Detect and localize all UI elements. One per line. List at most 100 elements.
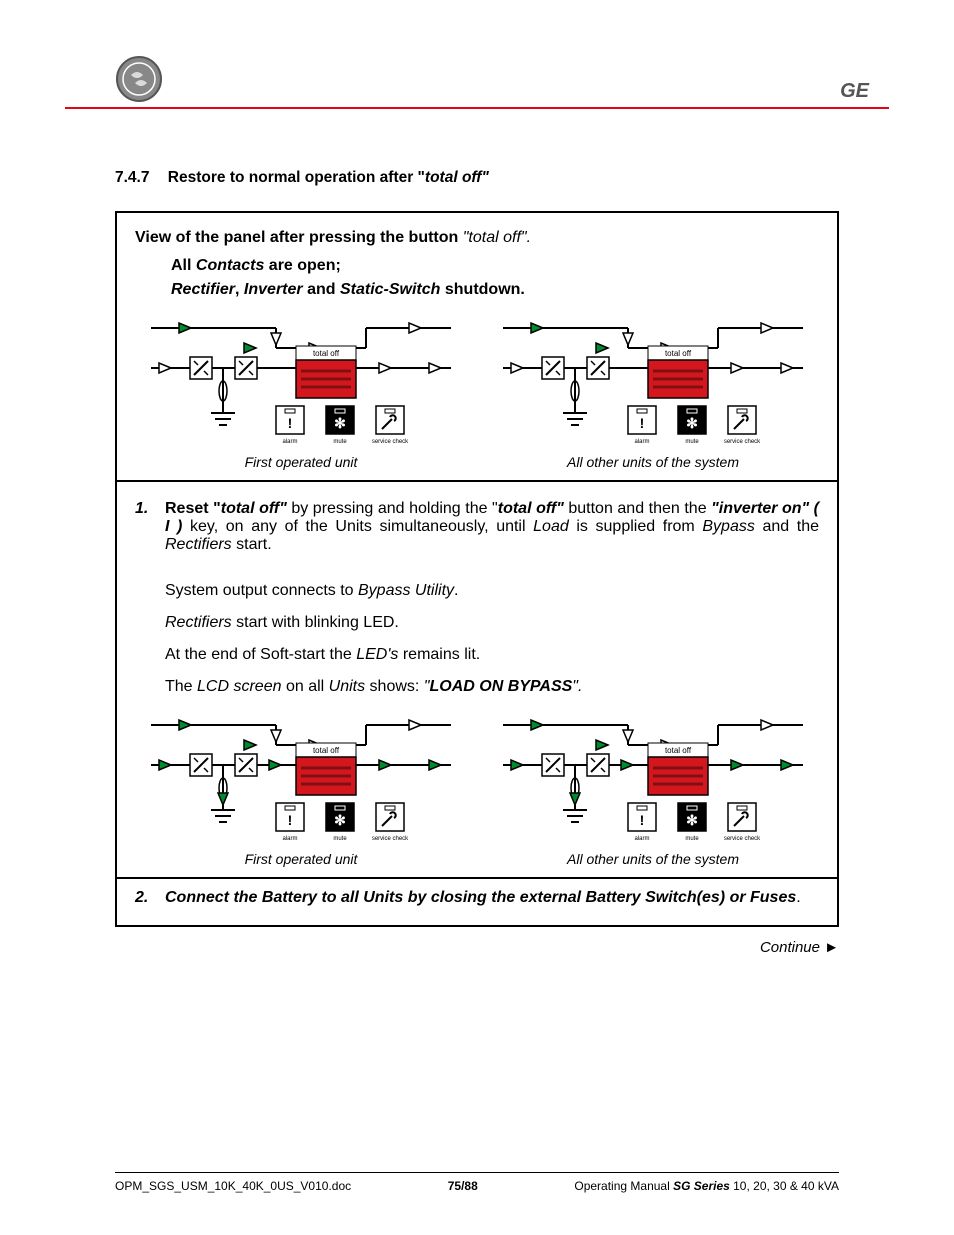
page-footer: OPM_SGS_USM_10K_40K_0US_V010.doc 75/88 O… [115,1172,839,1193]
svg-text:total off: total off [313,349,340,358]
diagram-caption: All other units of the system [567,851,739,867]
svg-text:total off: total off [313,746,340,755]
svg-text:!: ! [640,812,645,828]
step1-sub3: At the end of Soft-start the LED's remai… [165,646,819,664]
fr3: 10, 20, 30 & 40 kVA [730,1179,839,1193]
s1s4b: LCD screen [197,678,281,695]
panel-diagram-first-bypass: total off! alarm ✻ mute service check [141,710,461,845]
diagram-caption: All other units of the system [567,454,739,470]
s1s2b: start with blinking LED. [232,614,399,631]
svg-text:mute: mute [333,836,347,842]
diagram-caption: First operated unit [245,851,358,867]
step1-sub1: System output connects to Bypass Utility… [165,582,819,600]
step-2: 2. Connect the Battery to all Units by c… [135,889,819,907]
header-divider [65,107,889,109]
page-header: GE [115,55,839,107]
s1-t4: total off" [498,500,564,517]
s1-t3: by pressing and holding the " [287,500,498,517]
step1-sub2: Rectifiers start with blinking LED. [165,614,819,632]
s2b: . [796,889,800,906]
svg-text:!: ! [288,415,293,431]
step-number: 2. [135,889,165,907]
s1s4c: on all [282,678,329,695]
section-title-lead: Restore to normal operation after " [168,169,425,186]
box-intro: View of the panel after pressing the but… [135,229,819,299]
svg-text:service check: service check [372,836,409,842]
s1-t10: Bypass [702,518,754,535]
s1s3c: remains lit. [398,646,480,663]
svg-text:mute: mute [685,836,699,842]
step-1: 1. Reset "total off" by pressing and hol… [135,500,819,568]
s1s2a: Rectifiers [165,614,232,631]
footer-page-number: 75/88 [448,1179,478,1193]
s1-t2: total off" [221,500,287,517]
s1-t8: Load [533,518,569,535]
section-number: 7.4.7 [115,169,149,186]
section-title: 7.4.7 Restore to normal operation after … [115,169,839,187]
instruction-box: View of the panel after pressing the but… [115,211,839,927]
s1s3a: At the end of Soft-start the [165,646,356,663]
panel-diagram-other-off: total off! alarm ✻ mute service check [493,313,813,448]
svg-text:service check: service check [372,439,409,445]
s1s4h: ". [572,678,582,695]
shutdown-r: Rectifier [171,281,235,298]
svg-text:total off: total off [665,349,692,358]
shutdown-s: Static-Switch [340,281,440,298]
s1s4a: The [165,678,197,695]
svg-text:!: ! [640,415,645,431]
svg-text:alarm: alarm [282,836,297,842]
continue-indicator: Continue ► [115,939,839,956]
s2a: Connect the Battery to all Units by clos… [165,889,796,906]
s1-t5: button and then the [564,500,711,517]
svg-text:alarm: alarm [634,439,649,445]
section-title-tail: total off" [425,169,489,186]
s1s1b: Bypass Utility [358,582,454,599]
shutdown-post: shutdown. [440,281,524,298]
svg-text:✻: ✻ [686,415,698,431]
contacts-post: are open; [264,257,340,274]
panel-diagram-other-bypass: total off! alarm ✻ mute service check [493,710,813,845]
contacts-mid: Contacts [196,257,264,274]
svg-text:mute: mute [685,439,699,445]
svg-text:mute: mute [333,439,347,445]
svg-text:alarm: alarm [282,439,297,445]
svg-text:✻: ✻ [334,415,346,431]
s1s4e: shows: [365,678,424,695]
intro-quoted: "total off". [463,229,531,246]
svg-text:service check: service check [724,836,761,842]
s1-t13: start. [232,536,272,553]
s1-t1: Reset " [165,500,221,517]
shutdown-i: Inverter [244,281,303,298]
shutdown-c1: , [235,281,244,298]
svg-text:alarm: alarm [634,836,649,842]
footer-filename: OPM_SGS_USM_10K_40K_0US_V010.doc [115,1179,351,1193]
svg-text:service check: service check [724,439,761,445]
intro-prefix: View of the panel after pressing the but… [135,229,463,246]
step1-sub4: The LCD screen on all Units shows: "LOAD… [165,678,819,696]
s1s4g: LOAD ON BYPASS [429,678,572,695]
footer-manual-title: Operating Manual SG Series 10, 20, 30 & … [574,1179,839,1193]
svg-text:✻: ✻ [686,812,698,828]
panel-diagram-first-off: total off! alarm ✻ mute service check [141,313,461,448]
diagram-row-2: total off! alarm ✻ mute service check First … [135,710,819,867]
s1s3b: LED's [356,646,398,663]
shutdown-c2: and [303,281,340,298]
s1s1a: System output connects to [165,582,358,599]
svg-text:!: ! [288,812,293,828]
s1-t9: is supplied from [569,518,703,535]
diagram-row-1: total off! alarm ✻ mute service check First … [135,313,819,470]
fr2: SG Series [673,1179,730,1193]
s1s1c: . [454,582,458,599]
svg-text:✻: ✻ [334,812,346,828]
s1-t7: key, on any of the Units simultaneously,… [182,518,533,535]
fr1: Operating Manual [574,1179,673,1193]
s1-t12: Rectifiers [165,536,232,553]
contacts-pre: All [171,257,196,274]
s1s4d: Units [329,678,365,695]
ge-logo-icon [115,55,163,103]
brand-text: GE [840,80,869,103]
svg-text:total off: total off [665,746,692,755]
diagram-caption: First operated unit [245,454,358,470]
s1-t11: and the [755,518,819,535]
step-number: 1. [135,500,165,568]
